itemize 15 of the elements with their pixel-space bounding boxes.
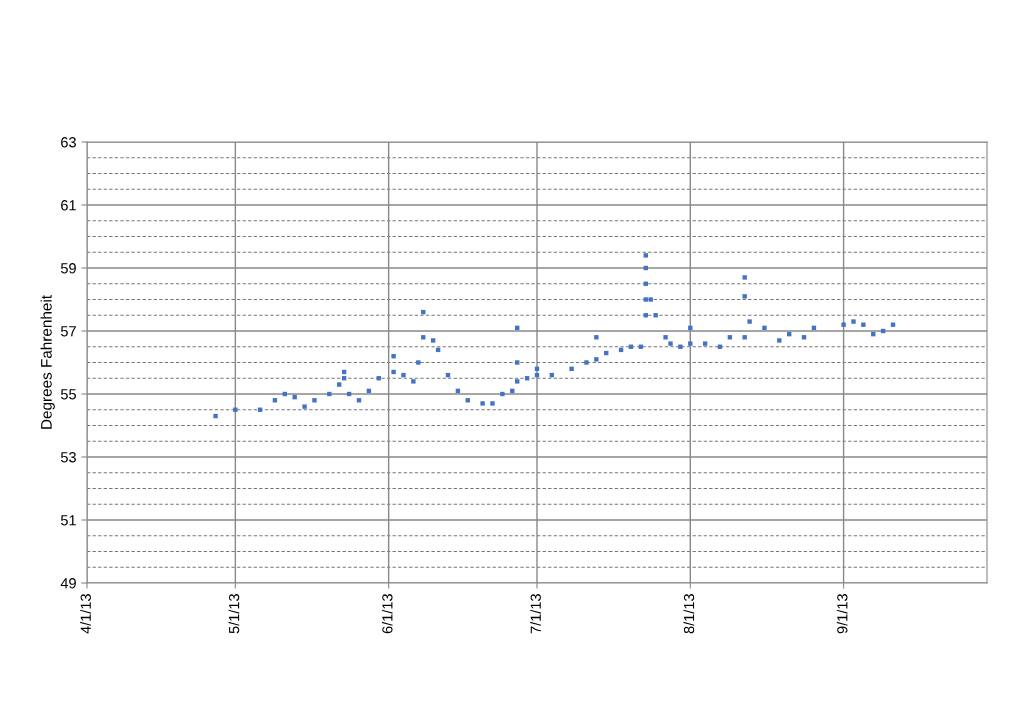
- x-tick-label: 9/1/13: [836, 594, 848, 634]
- y-tick-label: 55: [60, 389, 76, 400]
- x-tick-label: 5/1/13: [228, 594, 240, 634]
- y-tick-label: 61: [61, 200, 76, 211]
- y-tick-label: 51: [60, 515, 76, 526]
- y-axis-title: Degrees Fahrenheit: [40, 295, 55, 429]
- x-tick-label: 6/1/13: [381, 594, 393, 634]
- x-tick-label: 4/1/13: [80, 594, 91, 634]
- y-tick-label: 63: [61, 137, 76, 148]
- x-tick-label: 8/1/13: [683, 594, 695, 634]
- x-tick-label: 7/1/13: [530, 594, 541, 634]
- y-tick-label: 49: [60, 578, 76, 589]
- y-tick-label: 59: [60, 263, 76, 274]
- y-tick-label: 57: [60, 326, 76, 337]
- y-tick-label: 53: [60, 452, 76, 463]
